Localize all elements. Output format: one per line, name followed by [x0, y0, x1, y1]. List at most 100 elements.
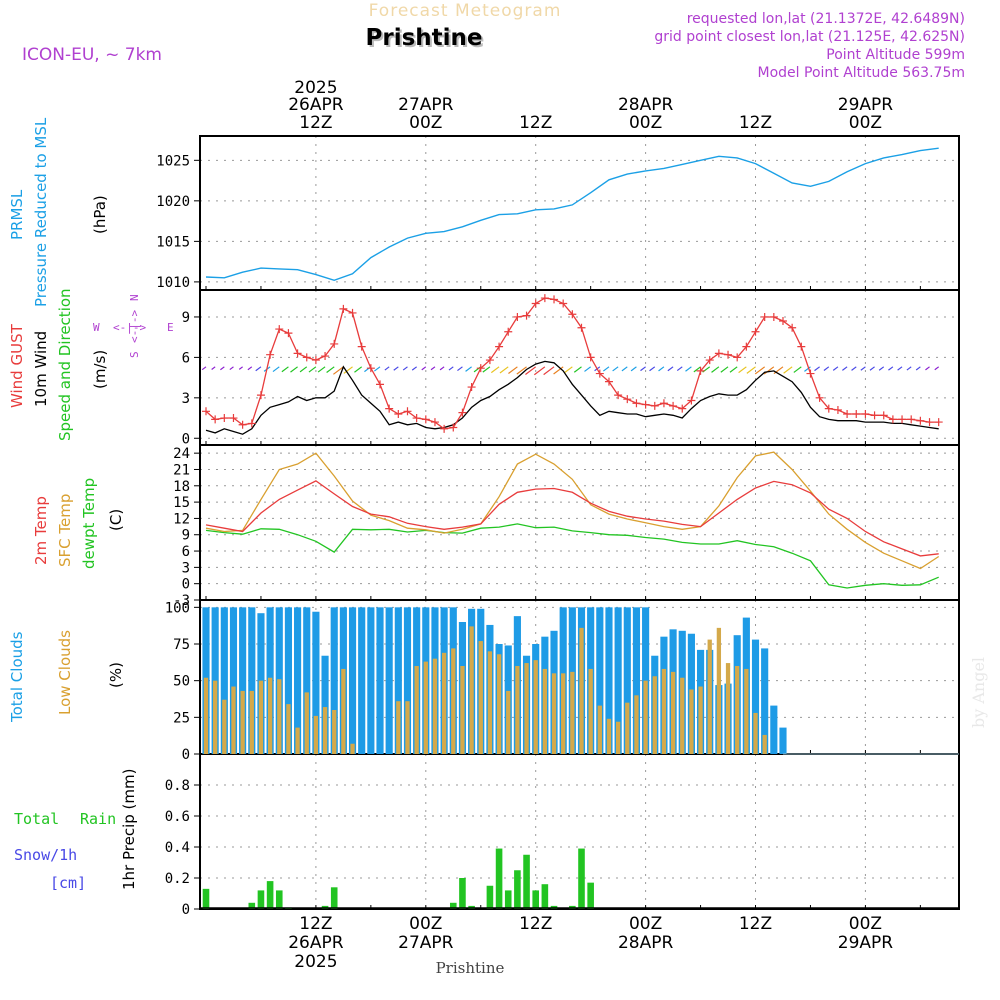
top-axis-time: 00Z: [849, 113, 882, 133]
wind-direction-arrow: [915, 366, 921, 371]
wind-direction-arrow: [773, 366, 784, 375]
gust-point-marker: [202, 407, 210, 416]
y-tick-label: 1025: [156, 153, 190, 169]
total-cloud-bar: [596, 607, 604, 754]
wind-direction-arrow: [490, 366, 500, 374]
gust-point-marker: [632, 399, 641, 408]
point-altitude: Point Altitude 599m: [826, 47, 965, 63]
gust-point-marker: [485, 356, 494, 365]
label-c: (C): [107, 509, 125, 531]
gust-point-marker: [458, 408, 467, 417]
wind-direction-arrow: [888, 366, 894, 371]
total-cloud-bar: [229, 607, 238, 754]
panel-pressure: 1010 1015 1020 1025: [156, 135, 960, 291]
label-total: Total: [14, 810, 59, 828]
wind-direction-arrow: [720, 366, 729, 373]
requested-point: requested lon,lat (21.1372E, 42.6489N): [687, 11, 965, 27]
gust-point-marker: [220, 414, 229, 423]
wind-direction-arrow: [439, 366, 445, 371]
wind-direction-arrow: [851, 366, 857, 371]
compass-arrows: <-|->: [113, 321, 146, 334]
y-tick-label: 21: [173, 462, 190, 478]
low-cloud-bar: [203, 677, 209, 754]
gust-point-marker: [321, 352, 330, 361]
wind-direction-arrow: [897, 366, 903, 371]
gust-point-marker: [568, 310, 577, 319]
rain-bar: [202, 888, 210, 909]
gust-point-marker: [531, 299, 540, 308]
gust-point-marker: [925, 418, 934, 427]
wind-direction-arrow: [543, 366, 555, 376]
model-label: ICON-EU, ~ 7km: [22, 45, 162, 65]
panels: 10101015102010250369-3036912151821240255…: [156, 135, 960, 918]
total-cloud-bar: [358, 607, 366, 754]
gust-point-marker: [824, 404, 833, 413]
bottom-axis-time: 00Z: [409, 914, 442, 934]
top-axis-time: 12Z: [739, 113, 772, 133]
low-cloud-bar: [515, 666, 520, 754]
gust-point-marker: [733, 353, 742, 362]
bottom-axis-date: 29APR: [838, 933, 894, 953]
total-cloud-bar: [367, 607, 375, 754]
low-cloud-bar: [322, 707, 328, 754]
low-cloud-bar: [405, 701, 410, 754]
wind-direction-arrow: [842, 366, 848, 371]
low-cloud-bar: [231, 686, 236, 754]
rain-bar: [257, 890, 265, 909]
panel-frame: [199, 135, 960, 291]
low-cloud-bar: [561, 673, 566, 754]
y-tick-label: 0.4: [165, 840, 190, 856]
total-cloud-bar: [642, 607, 650, 754]
gust-point-marker: [522, 311, 531, 320]
rain-bar: [486, 885, 494, 909]
y-tick-label: 3: [182, 560, 190, 576]
low-cloud-bar: [606, 718, 612, 754]
bottom-axis-time: 00Z: [849, 914, 882, 934]
wind-direction-arrow: [584, 366, 592, 372]
bottom-axis-date: 27APR: [398, 933, 454, 953]
y-tick-label: 0: [182, 431, 190, 447]
label-low-clouds: Low Clouds: [56, 630, 74, 715]
top-axis-time: 12Z: [519, 113, 552, 133]
wind-direction-arrow: [563, 366, 573, 374]
rain-bar: [532, 890, 540, 909]
gust-point-marker: [852, 410, 861, 418]
gust-point-marker: [778, 317, 787, 325]
label-ms: (m/s): [91, 350, 109, 389]
y-tick-label: 6: [182, 350, 190, 366]
top-axis-year: 2025: [294, 78, 337, 98]
wind-direction-arrow: [754, 366, 766, 375]
low-cloud-bar: [295, 727, 300, 754]
label-10m-wind: 10m Wind: [32, 331, 50, 407]
top-axis-date: 29APR: [838, 95, 894, 115]
header: Forecast Meteogram Prishtine Prishtine I…: [22, 1, 965, 81]
gust-point-marker: [412, 414, 421, 423]
wind-direction-arrow: [804, 366, 811, 372]
wind-direction-arrow: [746, 366, 756, 374]
label-2m-temp: 2m Temp: [32, 496, 50, 565]
wind-direction-arrow: [621, 366, 628, 372]
title-faded: Forecast Meteogram: [369, 1, 562, 21]
wind-direction-arrow: [878, 366, 885, 371]
y-tick-label: 0.6: [165, 809, 190, 825]
low-cloud-bar: [597, 705, 602, 754]
y-tick-label: 25: [173, 710, 190, 726]
y-tick-label: 1020: [156, 194, 190, 210]
gust-point-marker: [513, 312, 522, 321]
low-cloud-bar: [213, 680, 218, 754]
low-cloud-bar: [350, 743, 355, 754]
low-cloud-bar: [496, 654, 502, 754]
low-cloud-bar: [744, 668, 749, 754]
total-cloud-bar: [284, 607, 292, 754]
gust-point-marker: [385, 404, 394, 413]
gust-point-marker: [769, 312, 778, 321]
compass-w: W: [93, 321, 100, 334]
label-gust: Wind GUST: [8, 323, 26, 408]
wind-direction-arrow: [738, 366, 747, 374]
rain-bar: [504, 890, 512, 909]
wind-direction-arrow: [711, 366, 720, 373]
total-cloud-bar: [239, 607, 247, 754]
low-cloud-bar: [341, 668, 346, 754]
wind-direction-arrow: [499, 366, 509, 374]
